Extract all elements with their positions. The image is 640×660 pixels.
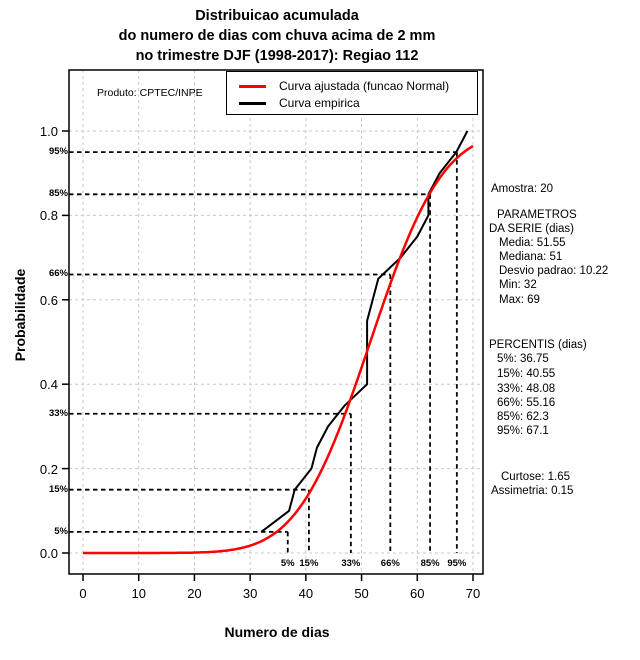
percentile-x-label: 33% [341, 558, 361, 569]
percentile-x-label: 85% [420, 558, 440, 569]
stats-line: Curtose: 1.65 [501, 471, 571, 483]
percentile-y-label: 5% [54, 525, 68, 537]
stats-line: 15%: 40.55 [497, 368, 556, 380]
x-tick-label: 30 [242, 586, 258, 601]
chart-title-line3: no trimestre DJF (1998-2017): Regiao 112 [135, 48, 419, 64]
stats-line: 5%: 36.75 [497, 353, 549, 365]
x-tick-label: 20 [187, 586, 202, 601]
x-tick-label: 70 [465, 586, 481, 601]
y-tick-label: 0.6 [39, 292, 58, 308]
y-tick-label: 0.0 [39, 546, 58, 561]
y-tick-label: 0.8 [39, 208, 58, 224]
percentile-y-label: 15% [48, 483, 68, 495]
x-tick-label: 60 [410, 586, 425, 601]
stats-line: Max: 69 [499, 294, 540, 306]
percentile-y-label: 33% [48, 407, 68, 419]
fitted-normal-curve [83, 144, 474, 555]
percentile-x-label: 95% [447, 558, 467, 569]
source-watermark: Produto: CPTEC/INPE [97, 87, 203, 99]
x-axis-label: Numero de dias [224, 624, 330, 640]
plot-frame [68, 69, 484, 575]
gridlines [69, 70, 483, 574]
percentile-y-label: 95% [48, 146, 68, 158]
chart-title: Distribuicao acumulada do numero de dias… [57, 6, 497, 66]
stats-line: 85%: 62.3 [497, 411, 549, 423]
percentile-y-label: 66% [48, 268, 68, 280]
plot-border [68, 69, 484, 575]
chart-title-line2: do numero de dias com chuva acima de 2 m… [118, 28, 436, 44]
legend-label-fitted: Curva ajustada (funcao Normal) [279, 79, 450, 93]
legend-item-fitted: Curva ajustada (funcao Normal) [227, 78, 479, 94]
stats-line: 33%: 48.08 [497, 383, 556, 395]
legend-item-empirical: Curva empirica [227, 95, 479, 111]
y-axis-label: Probabilidade [12, 268, 28, 362]
percentile-x-label: 66% [380, 558, 400, 569]
y-tick-label: 0.2 [39, 461, 58, 477]
curves [83, 130, 474, 555]
percentile-x-label: 15% [299, 558, 319, 569]
percentile-x-label: 5% [280, 558, 295, 569]
empirical-curve-line-swatch [239, 101, 266, 105]
percentile-dashed-lines [69, 151, 458, 553]
legend-label-empirical: Curva empirica [279, 96, 360, 110]
x-tick-label: 40 [298, 586, 314, 601]
x-tick-label: 10 [131, 586, 146, 601]
percentile-y-label: 85% [48, 188, 68, 200]
x-tick-label: 0 [79, 586, 87, 601]
y-tick-label: 0.4 [39, 377, 58, 393]
axis-ticks [62, 130, 474, 581]
x-tick-label: 50 [354, 586, 369, 601]
stats-line: Mediana: 51 [499, 251, 563, 263]
stats-line: PARAMETROS [497, 209, 577, 221]
stats-line: Assimetria: 0.15 [491, 485, 574, 497]
y-tick-label: 1.0 [39, 124, 58, 139]
empirical-curve [260, 130, 469, 533]
stats-line: Media: 51.55 [499, 237, 566, 249]
stats-line: Min: 32 [499, 279, 537, 291]
stats-line: Desvio padrao: 10.22 [499, 265, 609, 277]
stats-line: DA SERIE (dias) [489, 223, 574, 235]
legend-box: Curva ajustada (funcao Normal) Curva emp… [226, 71, 478, 115]
stats-line: 95%: 67.1 [497, 425, 549, 437]
fitted-curve-line-swatch [239, 84, 266, 88]
stats-line: 66%: 55.16 [497, 397, 556, 409]
stats-line: Amostra: 20 [491, 183, 553, 195]
stats-line: PERCENTIS (dias) [489, 339, 587, 351]
chart-title-line1: Distribuicao acumulada [195, 8, 359, 24]
